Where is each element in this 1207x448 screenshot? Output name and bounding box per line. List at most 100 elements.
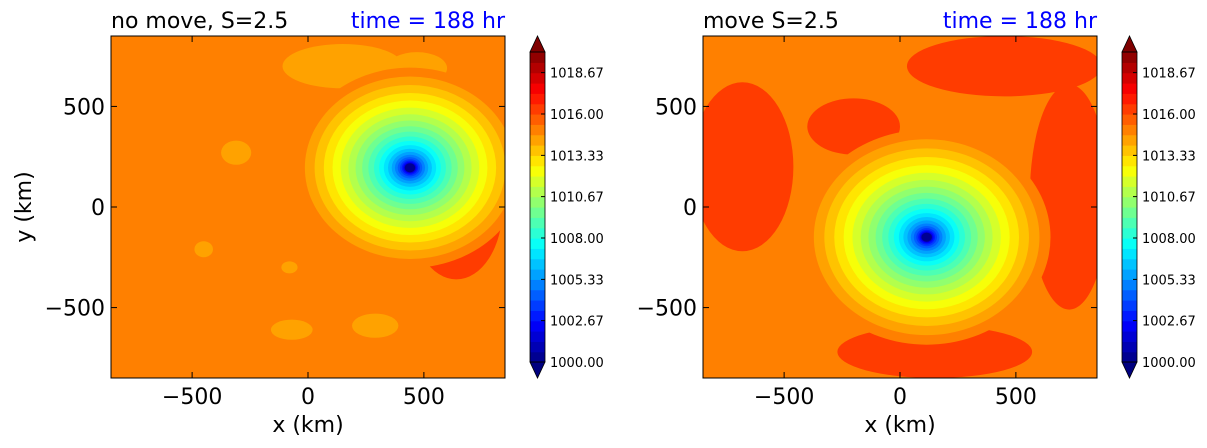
low-pressure-patch bbox=[194, 241, 213, 258]
colorbar-tick-label: 1000.00 bbox=[1142, 356, 1196, 371]
pressure-field bbox=[111, 36, 505, 378]
y-tick-label: 0 bbox=[91, 196, 105, 221]
y-axis-label: y (km) bbox=[12, 171, 37, 242]
low-pressure-patch bbox=[281, 261, 298, 274]
colorbar-band bbox=[530, 165, 545, 177]
colorbar-band bbox=[530, 72, 545, 84]
colorbar-band bbox=[530, 279, 545, 291]
colorbar-tick-label: 1013.33 bbox=[550, 149, 604, 164]
colorbar-tick-label: 1018.67 bbox=[550, 67, 604, 82]
colorbar-band bbox=[530, 83, 545, 94]
high-pressure-zone bbox=[703, 82, 794, 252]
colorbar-band bbox=[1122, 300, 1137, 311]
colorbar-tick-label: 1013.33 bbox=[1142, 149, 1196, 164]
colorbar-tick-label: 1005.33 bbox=[550, 273, 604, 288]
low-pressure-patch bbox=[221, 140, 252, 165]
colorbar-band bbox=[530, 269, 545, 280]
colorbar-band bbox=[530, 351, 545, 363]
colorbar-extend-max bbox=[529, 35, 546, 53]
colorbar-band bbox=[1122, 238, 1137, 249]
colorbar-band bbox=[530, 186, 545, 198]
low-pressure-patch bbox=[270, 319, 313, 340]
pressure-field bbox=[703, 36, 1097, 378]
colorbar-band bbox=[1122, 114, 1137, 125]
colorbar-tick-label: 1002.67 bbox=[1142, 315, 1196, 330]
low-pressure-patch bbox=[352, 313, 399, 338]
colorbar-left: 1000.00 1002.67 1005.33 1008.00 1010.67 1013.… bbox=[529, 35, 604, 379]
colorbar-band bbox=[530, 145, 545, 156]
axis-ticks: −500 0 500 −500 0 500 bbox=[637, 36, 1097, 410]
colorbar-tick-label: 1010.67 bbox=[1142, 191, 1196, 206]
y-tick-label: −500 bbox=[637, 297, 697, 322]
colorbar-band bbox=[530, 176, 545, 187]
panel-time-label: time = 188 hr bbox=[351, 9, 506, 34]
colorbar-tick-label: 1008.00 bbox=[1142, 232, 1196, 247]
colorbar-tick-label: 1000.00 bbox=[550, 356, 604, 371]
colorbar-band bbox=[530, 93, 545, 105]
panel-no-move: no move, S=2.5 time = 188 hr −500 0 500−50… bbox=[12, 9, 506, 438]
colorbar-tick-label: 1016.00 bbox=[550, 108, 604, 123]
colorbar-tick-label: 1018.67 bbox=[1142, 67, 1196, 82]
vortex-contour bbox=[921, 232, 932, 242]
colorbar-tick-label: 1010.67 bbox=[550, 191, 604, 206]
x-tick-label: 0 bbox=[893, 385, 907, 410]
x-tick-label: −500 bbox=[754, 385, 814, 410]
colorbar-band bbox=[1122, 320, 1137, 332]
colorbar-band bbox=[530, 103, 545, 115]
colorbar-band bbox=[1122, 351, 1137, 363]
colorbar-band bbox=[530, 320, 545, 332]
y-tick-label: −500 bbox=[45, 297, 105, 322]
colorbar-band bbox=[1122, 176, 1137, 187]
colorbar-frame bbox=[1121, 51, 1138, 363]
colorbar-band bbox=[1122, 186, 1137, 198]
colorbar-band bbox=[1122, 134, 1137, 146]
colorbar-band bbox=[1122, 103, 1137, 115]
colorbar-tick-label: 1008.00 bbox=[550, 232, 604, 247]
colorbar-tick-label: 1002.67 bbox=[550, 315, 604, 330]
vortex-contour bbox=[404, 163, 416, 173]
high-pressure-zone bbox=[837, 325, 1033, 378]
colorbar-frame bbox=[529, 51, 546, 363]
colorbar-band bbox=[1122, 83, 1137, 94]
colorbar-band bbox=[1122, 62, 1137, 74]
colorbar-right: 1000.00 1002.67 1005.33 1008.00 1010.67 1013.… bbox=[1121, 35, 1196, 379]
x-axis-label: x (km) bbox=[864, 413, 935, 438]
colorbar-band bbox=[1122, 207, 1137, 218]
colorbar-band bbox=[530, 155, 545, 167]
colorbar-band bbox=[1122, 331, 1137, 342]
colorbar-extend-min bbox=[1121, 361, 1138, 379]
colorbar-band bbox=[530, 310, 545, 322]
colorbar-band bbox=[1122, 248, 1137, 260]
panel-move: move S=2.5 time = 188 hr −500 0 500 −500 0 50… bbox=[637, 9, 1098, 438]
colorbar-band bbox=[1122, 124, 1137, 136]
colorbar-band bbox=[530, 300, 545, 311]
panel-time-label: time = 188 hr bbox=[943, 9, 1098, 34]
colorbar-band bbox=[1122, 279, 1137, 291]
colorbar-band bbox=[530, 114, 545, 125]
colorbar-extend-min bbox=[529, 361, 546, 379]
colorbar-band bbox=[530, 238, 545, 249]
x-tick-label: −500 bbox=[162, 385, 222, 410]
colorbar-band bbox=[1122, 155, 1137, 167]
colorbar-band bbox=[1122, 217, 1137, 229]
high-pressure-zone bbox=[906, 36, 1097, 97]
colorbar-tick-label: 1005.33 bbox=[1142, 273, 1196, 288]
colorbar-band bbox=[1122, 227, 1137, 239]
colorbar-band bbox=[1122, 93, 1137, 105]
colorbar-band bbox=[530, 258, 545, 270]
colorbar-band bbox=[1122, 165, 1137, 177]
colorbar-band bbox=[1122, 72, 1137, 84]
colorbar-band bbox=[530, 207, 545, 218]
colorbar-band bbox=[530, 124, 545, 136]
panel-title: move S=2.5 bbox=[703, 9, 839, 34]
axis-ticks: −500 0 500 −500 0 500 bbox=[45, 36, 505, 410]
colorbar-band bbox=[530, 341, 545, 353]
x-axis-label: x (km) bbox=[272, 413, 343, 438]
colorbar-band bbox=[1122, 341, 1137, 353]
colorbar-band bbox=[1122, 52, 1137, 63]
colorbar-band bbox=[1122, 258, 1137, 270]
colorbar-band bbox=[1122, 269, 1137, 280]
x-tick-label: 500 bbox=[403, 385, 445, 410]
colorbar-band bbox=[530, 134, 545, 146]
